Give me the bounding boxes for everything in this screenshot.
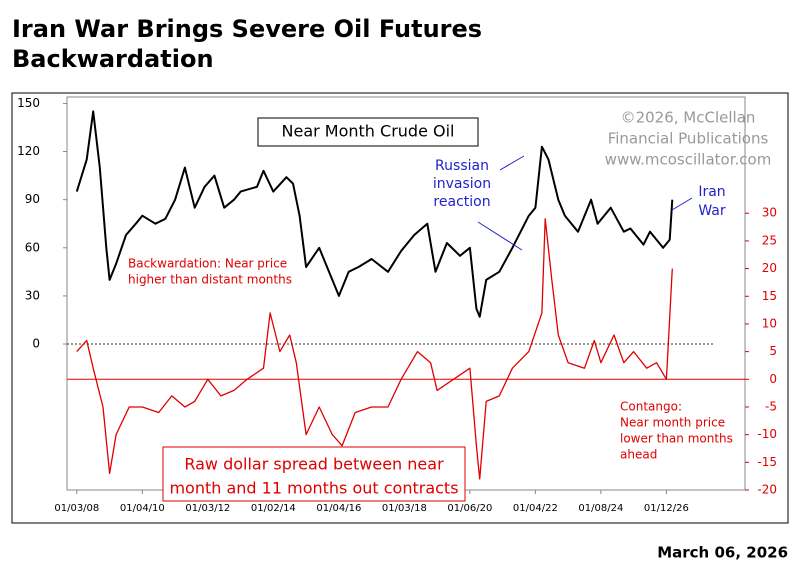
credit: Financial Publications: [608, 130, 769, 148]
annotation: lower than months: [620, 432, 733, 446]
annotation: ahead: [620, 448, 657, 462]
annotation: War: [698, 203, 726, 219]
series-line: [75, 110, 674, 318]
y-tick-label: 0: [32, 337, 40, 351]
x-tick-label: 01/12/26: [644, 503, 689, 514]
y-tick-label: 150: [17, 96, 40, 110]
annotation: Iran: [698, 184, 725, 200]
y2-tick-label: -10: [757, 427, 777, 441]
x-tick-label: 01/04/10: [120, 503, 165, 514]
x-tick-label: 01/03/18: [382, 503, 427, 514]
y2-tick-label: -5: [765, 399, 777, 413]
annotation: reaction: [433, 194, 490, 210]
y2-tick-label: 20: [762, 261, 777, 275]
y-tick-label: 90: [25, 192, 40, 206]
y2-tick-label: -15: [757, 455, 777, 469]
x-tick-label: 01/03/08: [54, 503, 99, 514]
y2-tick-label: 0: [769, 372, 777, 386]
annotation: month and 11 months out contracts: [169, 479, 458, 498]
arrow: [477, 221, 523, 251]
arrow: [671, 197, 693, 211]
chart-title: Near Month Crude Oil: [282, 122, 455, 141]
annotation: invasion: [433, 176, 491, 192]
title-box: [257, 117, 479, 147]
y2-tick-label: 10: [762, 316, 777, 330]
y2-tick-label: -20: [757, 483, 777, 497]
arrow: [499, 155, 525, 171]
x-tick-label: 01/02/14: [251, 503, 296, 514]
date: March 06, 2026: [657, 544, 788, 562]
y-tick-label: 120: [17, 144, 40, 158]
annotation: Near month price: [620, 416, 725, 430]
x-tick-label: 01/06/20: [447, 503, 492, 514]
y-tick-label: 30: [25, 288, 40, 302]
annotation: Backwardation: Near price: [128, 257, 287, 271]
x-tick-label: 01/08/24: [578, 503, 623, 514]
y2-tick-label: 15: [762, 289, 777, 303]
y2-tick-label: 30: [762, 206, 777, 220]
annotation: Contango:: [620, 400, 682, 414]
x-tick-label: 01/03/12: [185, 503, 230, 514]
x-tick-label: 01/04/16: [316, 503, 361, 514]
annotation: Russian: [435, 158, 489, 174]
annotation: higher than distant months: [128, 273, 292, 287]
series-line: [76, 218, 673, 480]
spread-box: [162, 446, 466, 502]
chart-frame: [11, 92, 789, 524]
page-title: Iran War Brings Severe Oil Futures Backwa…: [12, 15, 482, 73]
x-tick-label: 01/04/22: [513, 503, 558, 514]
y-tick-label: 60: [25, 240, 40, 254]
y2-tick-label: 25: [762, 233, 777, 247]
credit: ©2026, McClellan: [621, 109, 756, 127]
annotation: Raw dollar spread between near: [184, 455, 444, 474]
y2-tick-label: 5: [769, 344, 777, 358]
credit: www.mcoscillator.com: [605, 151, 772, 169]
